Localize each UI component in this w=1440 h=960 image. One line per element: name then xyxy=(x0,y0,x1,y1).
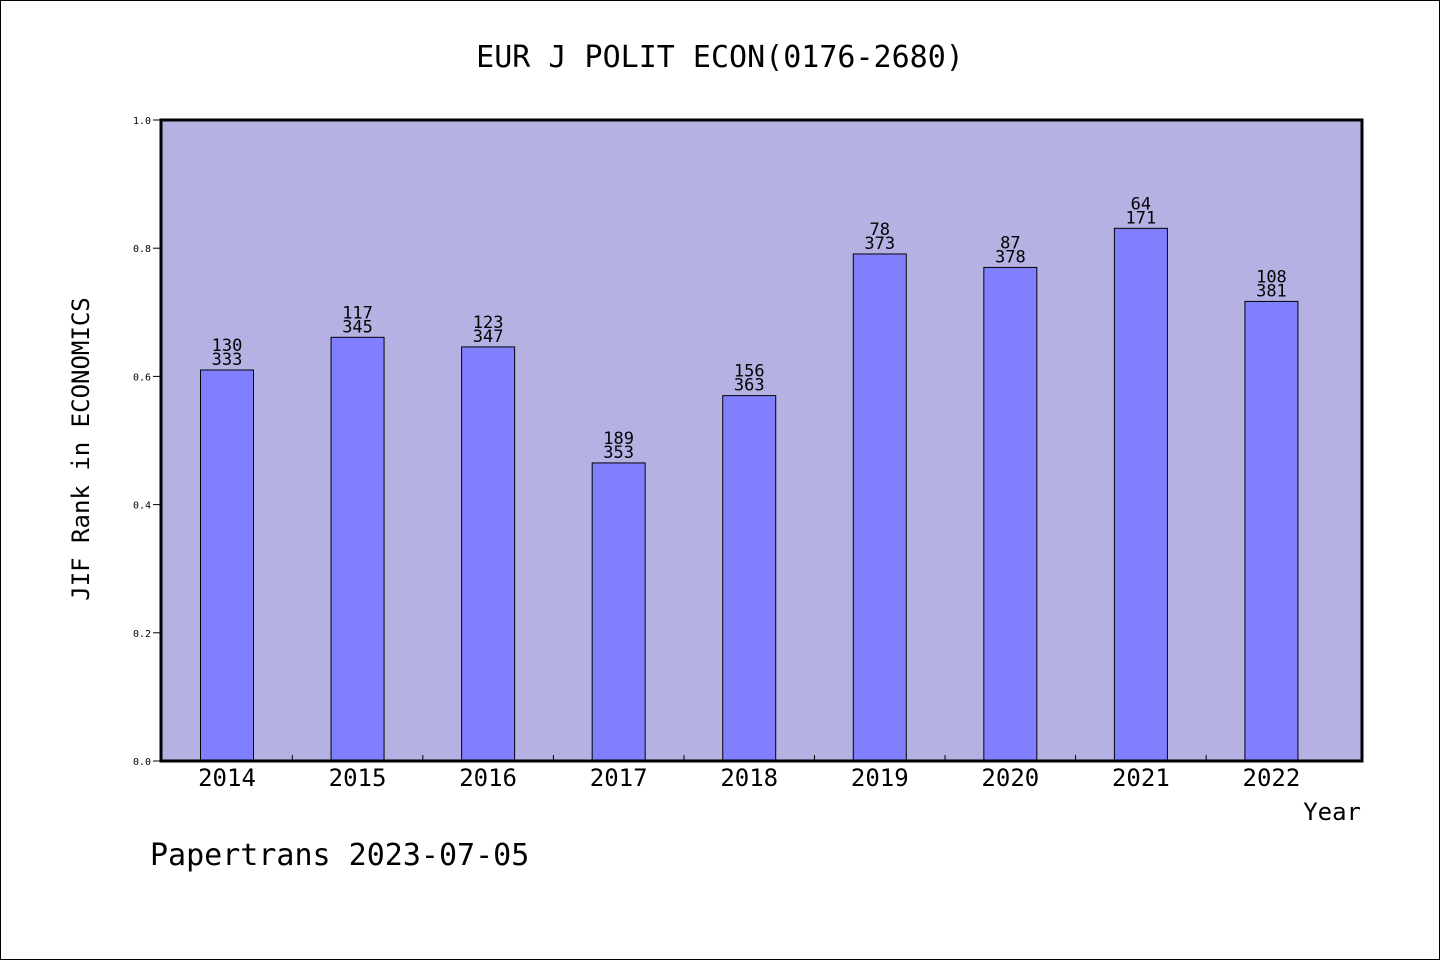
x-tick-label-2021: 2021 xyxy=(1112,764,1170,792)
bar-label-top-2020: 87 xyxy=(1000,233,1020,253)
bar-label-bottom-2019: 373 xyxy=(864,234,895,254)
footer-watermark: Papertrans 2023-07-05 xyxy=(150,838,529,873)
y-axis-label: JIF Rank in ECONOMICS xyxy=(67,297,95,600)
y-tick-label-0.8: 0.8 xyxy=(133,244,151,255)
y-tick-label-0.4: 0.4 xyxy=(133,501,151,512)
bar-label-top-2021: 64 xyxy=(1131,194,1151,214)
bar-label-bottom-2016: 347 xyxy=(473,327,504,347)
bar-label-top-2017: 189 xyxy=(603,429,634,449)
y-tick-label-0.2: 0.2 xyxy=(133,629,151,640)
bar-2022 xyxy=(1244,300,1299,762)
x-tick-label-2014: 2014 xyxy=(198,764,256,792)
x-tick-label-2018: 2018 xyxy=(720,764,778,792)
bar-label-bottom-2020: 378 xyxy=(995,247,1026,267)
bar-2021 xyxy=(1113,227,1168,762)
bar-2020 xyxy=(983,266,1038,762)
bar-label-bottom-2018: 363 xyxy=(734,376,765,396)
x-tick-label-2015: 2015 xyxy=(329,764,387,792)
bar-2014 xyxy=(200,369,254,762)
y-axis-ticks: 0.0 0.2 0.4 0.6 0.8 1.0 xyxy=(133,116,161,768)
y-tick-label-0.0: 0.0 xyxy=(133,757,151,768)
y-tick-label-0.6: 0.6 xyxy=(133,372,151,383)
x-axis-label: Year xyxy=(1303,798,1361,826)
x-tick-label-2022: 2022 xyxy=(1243,764,1301,792)
bar-label-bottom-2014: 333 xyxy=(212,350,243,370)
bar-2015 xyxy=(330,336,385,762)
bar-label-bottom-2021: 171 xyxy=(1126,208,1157,228)
bar-2017 xyxy=(591,462,646,762)
x-tick-label-2016: 2016 xyxy=(459,764,517,792)
bar-label-top-2016: 123 xyxy=(473,313,504,333)
bar-label-top-2019: 78 xyxy=(870,220,890,240)
y-tick-label-1.0: 1.0 xyxy=(133,116,151,127)
bar-label-top-2018: 156 xyxy=(734,362,765,382)
bars-layer xyxy=(200,227,1299,762)
bar-label-bottom-2017: 353 xyxy=(603,443,634,463)
bar-2018 xyxy=(722,395,777,762)
bar-2019 xyxy=(852,253,907,762)
x-tick-label-2017: 2017 xyxy=(590,764,648,792)
bar-label-bottom-2022: 381 xyxy=(1256,281,1287,301)
bar-label-bottom-2015: 345 xyxy=(342,317,373,337)
bar-label-top-2022: 108 xyxy=(1256,267,1287,287)
bar-2016 xyxy=(461,346,516,762)
bar-label-top-2014: 130 xyxy=(212,336,243,356)
x-axis-ticks: 2014 2015 2016 2017 2018 2019 2020 2021 2022 xyxy=(198,755,1300,792)
chart-title: EUR J POLIT ECON(0176-2680) xyxy=(476,40,964,75)
bar-label-top-2015: 117 xyxy=(342,303,373,323)
x-tick-label-2019: 2019 xyxy=(851,764,909,792)
x-tick-label-2020: 2020 xyxy=(981,764,1039,792)
plot-border xyxy=(159,118,1364,763)
